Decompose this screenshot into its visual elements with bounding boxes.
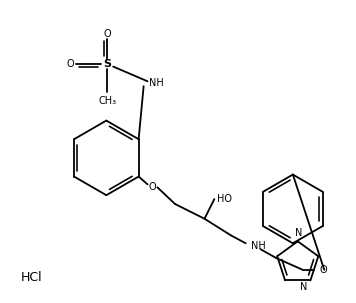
Text: HCl: HCl xyxy=(21,271,43,284)
Text: NH: NH xyxy=(148,78,163,88)
Text: N: N xyxy=(300,282,308,292)
Text: HO: HO xyxy=(217,194,232,204)
Text: O: O xyxy=(104,29,111,39)
Text: CH₃: CH₃ xyxy=(98,96,116,106)
Text: N: N xyxy=(295,228,303,238)
Text: NH: NH xyxy=(251,241,265,251)
Text: O: O xyxy=(149,182,156,192)
Text: S: S xyxy=(103,59,111,69)
Text: O: O xyxy=(66,59,74,69)
Text: O: O xyxy=(319,265,327,275)
